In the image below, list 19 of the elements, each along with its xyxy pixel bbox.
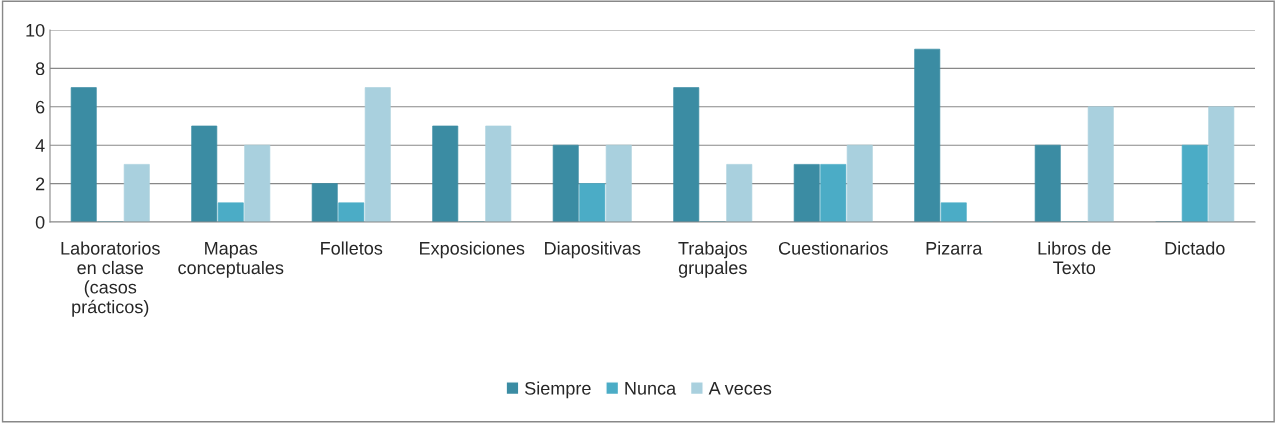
y-tick-label: 10 <box>26 23 45 37</box>
y-tick-label: 4 <box>35 139 45 152</box>
x-tick-label: Exposiciones <box>420 241 525 259</box>
x-tick-label: Pizarra <box>926 241 983 255</box>
y-tick-label: 8 <box>35 62 45 76</box>
x-tick-label: Diapositivas <box>545 241 641 259</box>
y-tick-label: 2 <box>36 177 45 191</box>
x-tick-label: Trabajos grupales <box>678 241 747 278</box>
legend-label: A veces <box>708 382 772 395</box>
y-tick-label: 0 <box>35 215 45 229</box>
legend-label: Siempre <box>525 381 591 399</box>
x-tick-label: Libros de Texto <box>1038 241 1111 275</box>
x-tick-label: Mapas conceptuales <box>178 242 284 278</box>
x-tick-label: Folletos <box>321 241 383 255</box>
legend-label: Nunca <box>625 382 677 395</box>
y-tick-label: 6 <box>36 100 45 114</box>
x-tick-label: Cuestionarios <box>778 241 888 255</box>
x-tick-label: Laboratorios en clase (casos prácticos) <box>61 241 160 317</box>
x-tick-label: Dictado <box>1165 241 1225 255</box>
